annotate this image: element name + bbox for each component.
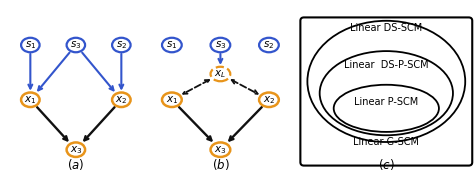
Ellipse shape xyxy=(259,38,279,52)
Ellipse shape xyxy=(162,93,182,107)
Text: $x_{2}$: $x_{2}$ xyxy=(115,94,128,106)
Text: $s_{1}$: $s_{1}$ xyxy=(166,39,178,51)
Text: $s_{3}$: $s_{3}$ xyxy=(70,39,82,51)
Text: $s_{2}$: $s_{2}$ xyxy=(116,39,127,51)
Ellipse shape xyxy=(21,93,39,107)
Ellipse shape xyxy=(334,85,439,132)
Text: Linear G-SCM: Linear G-SCM xyxy=(353,137,419,147)
Ellipse shape xyxy=(162,38,182,52)
Text: Linear  DS-P-SCM: Linear DS-P-SCM xyxy=(344,59,428,70)
Ellipse shape xyxy=(21,38,39,52)
Ellipse shape xyxy=(66,142,85,157)
Ellipse shape xyxy=(307,21,465,142)
Text: $x_{3}$: $x_{3}$ xyxy=(214,144,227,156)
Text: $x_{1}$: $x_{1}$ xyxy=(24,94,36,106)
Ellipse shape xyxy=(210,67,230,81)
Text: $(c)$: $(c)$ xyxy=(378,157,395,172)
Text: Linear DS-SCM: Linear DS-SCM xyxy=(350,23,422,33)
Text: $(a)$: $(a)$ xyxy=(67,157,84,172)
Text: $s_{3}$: $s_{3}$ xyxy=(215,39,226,51)
Ellipse shape xyxy=(259,93,279,107)
Ellipse shape xyxy=(210,38,230,52)
Ellipse shape xyxy=(112,38,130,52)
Ellipse shape xyxy=(66,38,85,52)
Text: $x_{1}$: $x_{1}$ xyxy=(166,94,178,106)
Text: $(b)$: $(b)$ xyxy=(211,157,229,172)
Text: $x_{2}$: $x_{2}$ xyxy=(263,94,275,106)
Text: $x_L$: $x_L$ xyxy=(214,68,227,80)
Text: Linear P-SCM: Linear P-SCM xyxy=(354,97,419,107)
Ellipse shape xyxy=(112,93,130,107)
Text: $s_{2}$: $s_{2}$ xyxy=(264,39,274,51)
Text: $x_{3}$: $x_{3}$ xyxy=(70,144,82,156)
Text: $s_{1}$: $s_{1}$ xyxy=(25,39,36,51)
Ellipse shape xyxy=(210,142,230,157)
Ellipse shape xyxy=(319,51,453,135)
FancyBboxPatch shape xyxy=(301,17,472,166)
